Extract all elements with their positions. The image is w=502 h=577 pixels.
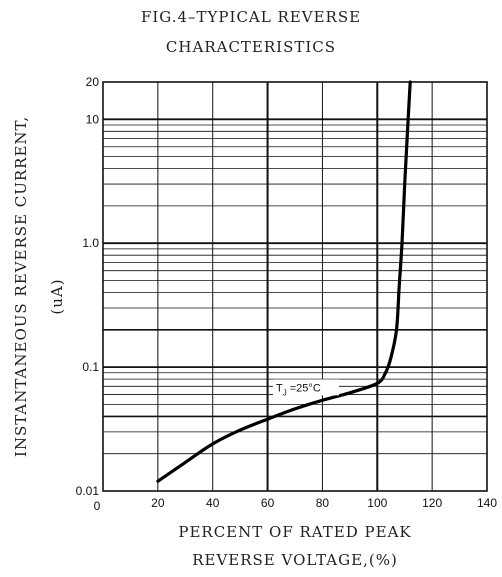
annotation-layer: TJ =25°C: [272, 379, 339, 397]
y-tick-label: 20: [86, 75, 100, 89]
x-tick-label: 40: [206, 496, 220, 510]
y-axis-label-line1: INSTANTANEOUS REVERSE CURRENT,: [12, 116, 30, 457]
x-axis-label-line2: REVERSE VOLTAGE,(%): [192, 551, 398, 569]
y-tick-labels: 0.01 0.1 1.0 10 20: [76, 75, 100, 498]
y-axis-label: INSTANTANEOUS REVERSE CURRENT, (uA): [12, 116, 66, 457]
y-tick-label: 1.0: [82, 236, 99, 250]
x-tick-label: 120: [422, 496, 442, 510]
x-tick-label: 20: [151, 496, 165, 510]
x-tick-label: 100: [367, 496, 387, 510]
chart-subtitle: CHARACTERISTICS: [165, 38, 337, 56]
series-layer: [156, 80, 412, 483]
major-gridlines: [103, 82, 487, 491]
y-axis-label-line2: (uA): [48, 278, 66, 314]
y-tick-label: 0.01: [76, 484, 100, 498]
y-tick-label: 0.1: [82, 360, 99, 374]
plot-frame: [102, 81, 488, 492]
x-tick-label: 0: [94, 499, 101, 513]
x-tick-label: 80: [316, 496, 330, 510]
x-tick-labels: 0 20 40 60 80 100 120 140: [94, 496, 498, 513]
chart-title: FIG.4–TYPICAL REVERSE: [140, 8, 362, 26]
x-tick-label: 140: [477, 496, 497, 510]
y-tick-label: 10: [86, 112, 100, 126]
reverse-current-curve: [156, 80, 412, 483]
annotation-bg: [272, 379, 339, 396]
minor-gridlines: [103, 82, 487, 491]
x-tick-label: 60: [261, 496, 275, 510]
temperature-annotation: TJ =25°C: [276, 382, 321, 397]
x-axis-label-line1: PERCENT OF RATED PEAK: [178, 523, 412, 541]
